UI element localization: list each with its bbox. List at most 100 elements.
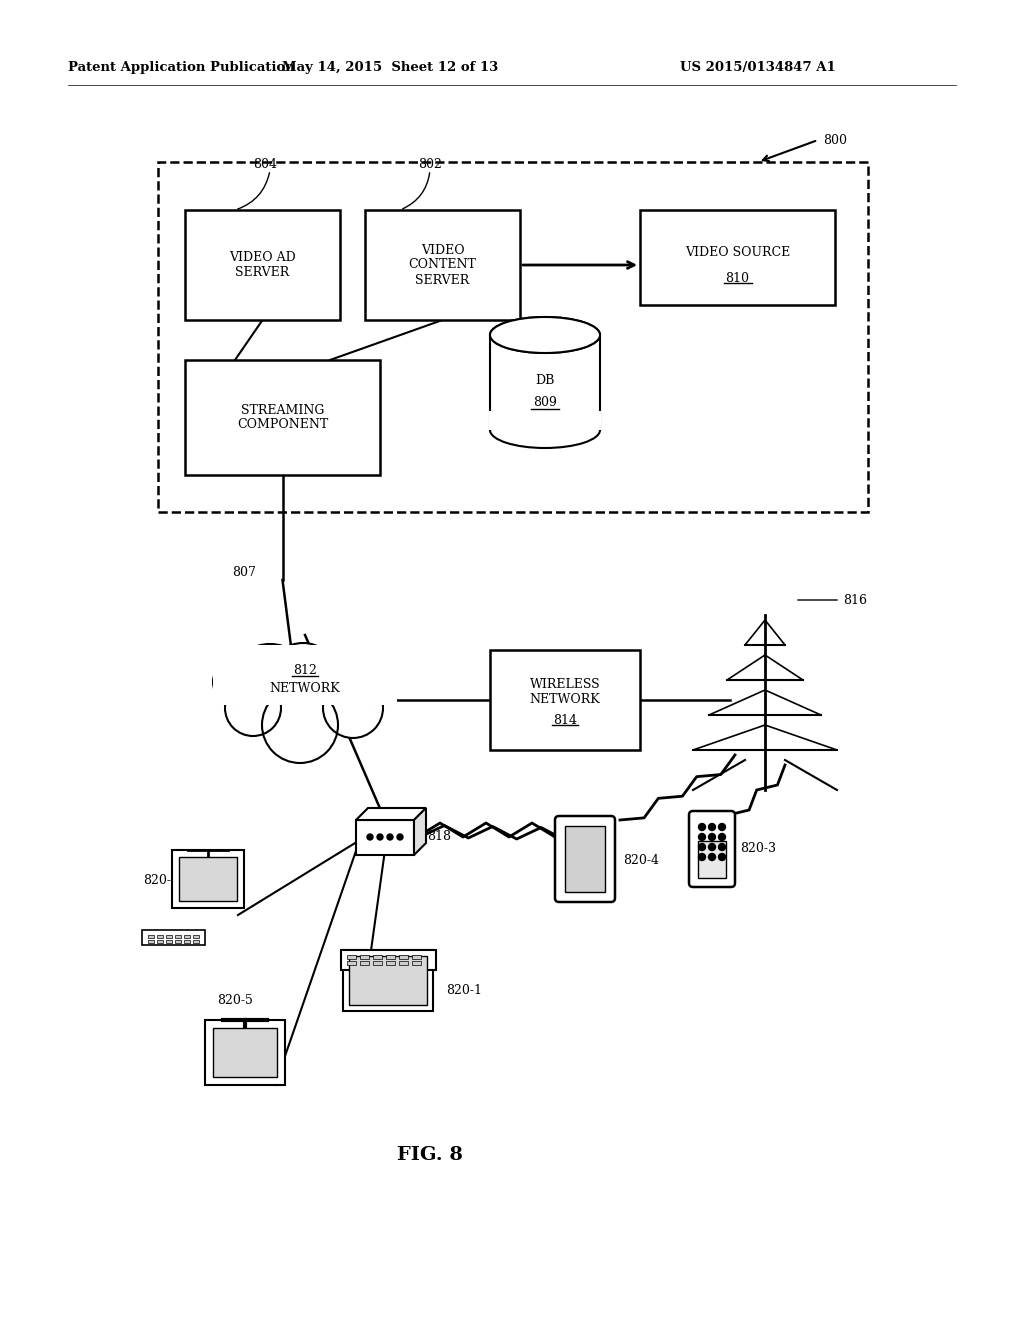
Bar bbox=[347, 954, 356, 960]
Text: 820-2: 820-2 bbox=[143, 874, 179, 887]
FancyBboxPatch shape bbox=[555, 816, 615, 902]
Bar bbox=[172, 850, 244, 908]
Bar bbox=[158, 162, 868, 512]
Bar bbox=[356, 820, 414, 855]
Circle shape bbox=[719, 833, 725, 841]
Circle shape bbox=[719, 824, 725, 830]
Ellipse shape bbox=[490, 412, 600, 447]
Text: 820-4: 820-4 bbox=[623, 854, 659, 866]
Bar bbox=[213, 645, 397, 705]
Bar bbox=[157, 935, 163, 939]
Bar bbox=[640, 210, 835, 305]
Polygon shape bbox=[414, 808, 426, 855]
Bar bbox=[490, 335, 600, 430]
Text: 810: 810 bbox=[725, 272, 750, 285]
Text: VIDEO SOURCE: VIDEO SOURCE bbox=[685, 246, 791, 259]
Ellipse shape bbox=[490, 317, 600, 352]
Bar bbox=[565, 826, 605, 892]
Circle shape bbox=[387, 834, 393, 840]
Circle shape bbox=[397, 834, 403, 840]
Bar bbox=[373, 954, 382, 960]
Circle shape bbox=[698, 843, 706, 850]
Circle shape bbox=[719, 854, 725, 861]
Text: 814: 814 bbox=[553, 714, 577, 726]
Text: 812: 812 bbox=[293, 664, 317, 676]
Ellipse shape bbox=[262, 686, 338, 763]
Circle shape bbox=[709, 854, 716, 861]
Bar bbox=[205, 1020, 285, 1085]
Bar bbox=[193, 940, 199, 942]
Bar bbox=[349, 956, 427, 1005]
Circle shape bbox=[698, 833, 706, 841]
Bar bbox=[213, 1028, 278, 1077]
Bar bbox=[185, 360, 380, 475]
Circle shape bbox=[698, 824, 706, 830]
Circle shape bbox=[377, 834, 383, 840]
Text: 820-3: 820-3 bbox=[740, 842, 776, 855]
Text: 804: 804 bbox=[253, 158, 278, 172]
Polygon shape bbox=[356, 808, 426, 820]
Ellipse shape bbox=[234, 644, 305, 700]
Text: 802: 802 bbox=[418, 158, 442, 172]
Bar bbox=[386, 961, 395, 965]
Circle shape bbox=[367, 834, 373, 840]
Bar bbox=[373, 961, 382, 965]
Bar bbox=[185, 210, 340, 319]
Text: May 14, 2015  Sheet 12 of 13: May 14, 2015 Sheet 12 of 13 bbox=[282, 62, 498, 74]
Text: 809: 809 bbox=[534, 396, 557, 409]
Bar bbox=[490, 649, 640, 750]
Text: 820-5: 820-5 bbox=[217, 994, 253, 1006]
Bar bbox=[399, 961, 408, 965]
Bar bbox=[698, 841, 726, 878]
Text: 816: 816 bbox=[843, 594, 867, 606]
Bar bbox=[166, 940, 172, 942]
Circle shape bbox=[709, 833, 716, 841]
Bar bbox=[365, 210, 520, 319]
Text: Patent Application Publication: Patent Application Publication bbox=[68, 62, 295, 74]
Bar bbox=[360, 954, 369, 960]
Circle shape bbox=[719, 843, 725, 850]
Text: 818: 818 bbox=[427, 830, 451, 843]
Bar bbox=[148, 940, 154, 942]
Bar bbox=[175, 940, 181, 942]
Ellipse shape bbox=[323, 678, 383, 738]
Text: DB: DB bbox=[536, 374, 555, 387]
Ellipse shape bbox=[273, 643, 333, 693]
Ellipse shape bbox=[490, 317, 600, 352]
Bar bbox=[142, 931, 205, 945]
Text: VIDEO AD
SERVER: VIDEO AD SERVER bbox=[229, 251, 296, 279]
Bar bbox=[399, 954, 408, 960]
Text: WIRELESS
NETWORK: WIRELESS NETWORK bbox=[529, 678, 600, 706]
Bar bbox=[412, 961, 421, 965]
Bar bbox=[184, 935, 190, 939]
Circle shape bbox=[709, 843, 716, 850]
Bar bbox=[489, 411, 601, 430]
Text: 800: 800 bbox=[823, 133, 847, 147]
Bar bbox=[175, 935, 181, 939]
Text: NETWORK: NETWORK bbox=[269, 681, 340, 694]
Text: VIDEO
CONTENT
SERVER: VIDEO CONTENT SERVER bbox=[409, 243, 476, 286]
Bar bbox=[193, 935, 199, 939]
Bar bbox=[347, 961, 356, 965]
Bar bbox=[157, 940, 163, 942]
Ellipse shape bbox=[225, 680, 281, 737]
Circle shape bbox=[698, 854, 706, 861]
Bar bbox=[360, 961, 369, 965]
Bar bbox=[412, 954, 421, 960]
Bar bbox=[343, 950, 433, 1011]
Text: 820-1: 820-1 bbox=[446, 983, 482, 997]
Text: 807: 807 bbox=[232, 565, 256, 578]
Text: US 2015/0134847 A1: US 2015/0134847 A1 bbox=[680, 62, 836, 74]
FancyBboxPatch shape bbox=[689, 810, 735, 887]
Bar bbox=[148, 935, 154, 939]
Bar bbox=[386, 954, 395, 960]
Ellipse shape bbox=[298, 647, 372, 704]
Ellipse shape bbox=[213, 660, 257, 704]
Circle shape bbox=[709, 824, 716, 830]
Text: STREAMING
COMPONENT: STREAMING COMPONENT bbox=[237, 404, 328, 432]
Text: FIG. 8: FIG. 8 bbox=[397, 1146, 463, 1164]
Bar bbox=[184, 940, 190, 942]
Bar bbox=[179, 857, 237, 902]
Bar bbox=[166, 935, 172, 939]
Ellipse shape bbox=[351, 660, 395, 704]
